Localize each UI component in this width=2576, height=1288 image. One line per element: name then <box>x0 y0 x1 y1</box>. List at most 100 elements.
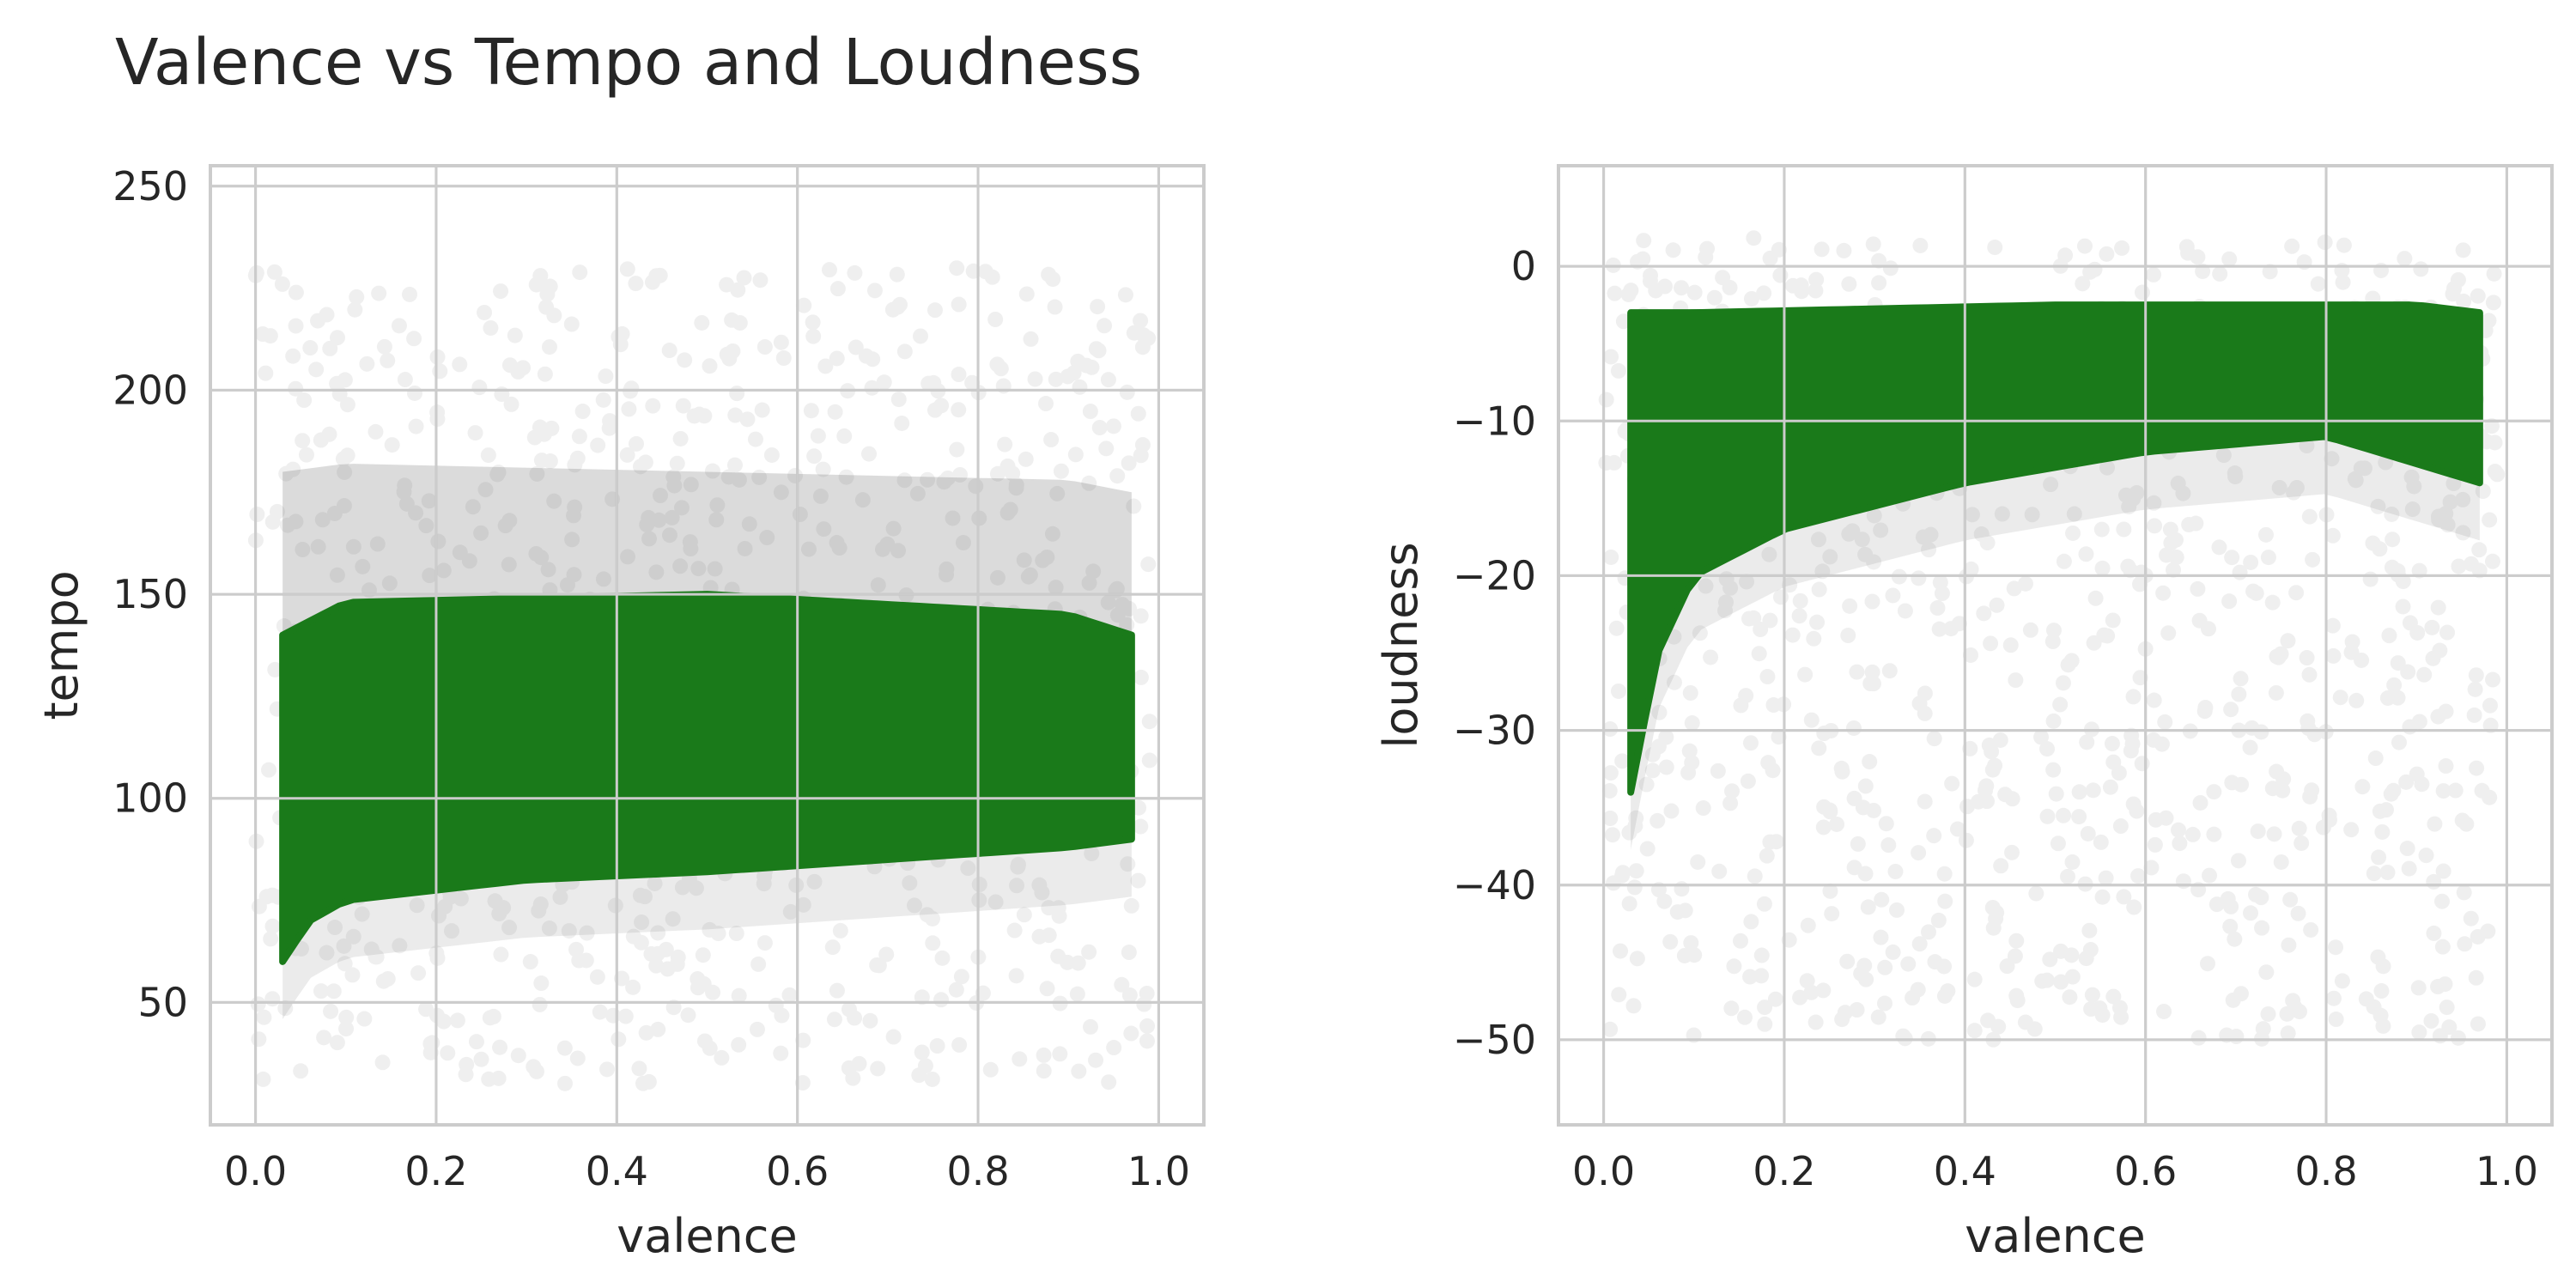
scatter-point <box>2463 910 2479 927</box>
scatter-point <box>531 902 547 919</box>
scatter-point <box>1931 621 1947 637</box>
scatter-point <box>625 979 641 995</box>
scatter-point <box>1743 914 1759 930</box>
scatter-point <box>2154 736 2170 752</box>
scatter-point <box>501 556 517 573</box>
scatter-point <box>566 567 582 583</box>
scatter-point <box>720 469 737 485</box>
scatter-point <box>896 343 913 360</box>
scatter-point <box>1123 1025 1139 1042</box>
scatter-point <box>1140 556 1157 573</box>
scatter-point <box>397 372 413 388</box>
scatter-point <box>528 276 544 293</box>
scatter-point <box>381 575 398 592</box>
scatter-point <box>1050 948 1066 964</box>
scatter-point <box>2184 826 2201 842</box>
scatter-point <box>2475 483 2491 500</box>
scatter-point <box>406 385 422 401</box>
scatter-point <box>664 509 680 526</box>
scatter-point <box>2099 246 2115 262</box>
scatter-point <box>406 331 422 347</box>
scatter-point <box>736 270 752 286</box>
scatter-point <box>951 367 967 383</box>
scatter-point <box>885 520 902 537</box>
scatter-point <box>725 343 741 359</box>
scatter-point <box>2121 499 2137 515</box>
scatter-point <box>1698 249 1714 265</box>
scatter-point <box>2130 868 2147 884</box>
scatter-point <box>2123 743 2139 759</box>
scatter-point <box>1792 592 1808 609</box>
scatter-point <box>1742 735 1759 751</box>
scatter-point <box>2180 245 2196 261</box>
scatter-point <box>1927 954 1943 970</box>
scatter-point <box>829 982 845 999</box>
scatter-point <box>1699 240 1716 257</box>
scatter-point <box>402 286 418 302</box>
scatter-point <box>806 448 823 465</box>
scatter-point <box>1121 600 1138 617</box>
scatter-point <box>2390 655 2406 671</box>
scatter-point <box>1911 696 1928 712</box>
scatter-point <box>2147 836 2163 853</box>
scatter-point <box>501 920 518 936</box>
scatter-point <box>1930 912 1947 928</box>
scatter-point <box>2159 547 2175 563</box>
plot-frame <box>209 164 1206 1127</box>
scatter-point <box>1822 549 1838 565</box>
scatter-point <box>926 374 942 391</box>
scatter-point <box>2268 684 2284 701</box>
scatter-point <box>2413 261 2429 277</box>
scatter-point <box>1045 271 1061 288</box>
scatter-point <box>2053 943 2069 959</box>
scatter-point <box>490 1070 507 1086</box>
scatter-point <box>2230 853 2246 869</box>
scatter-point <box>1963 647 1979 663</box>
scatter-point <box>288 284 304 301</box>
scatter-point <box>805 328 822 344</box>
scatter-point <box>1602 765 1619 781</box>
scatter-point <box>2146 266 2162 283</box>
scatter-point <box>329 375 345 392</box>
scatter-point <box>1684 755 1700 771</box>
scatter-point <box>376 338 392 355</box>
scatter-point <box>1012 1051 1028 1067</box>
scatter-point <box>751 469 768 485</box>
scatter-point <box>567 499 583 515</box>
scatter-point <box>2060 868 2076 884</box>
scatter-point <box>629 435 645 452</box>
scatter-point <box>1992 732 2008 748</box>
scatter-point <box>1761 546 1777 562</box>
scatter-point <box>481 1071 497 1087</box>
scatter-point <box>677 352 693 368</box>
scatter-point <box>1846 860 1862 876</box>
y-tick-label: 100 <box>112 775 188 822</box>
scatter-point <box>421 493 437 509</box>
y-tick-label: −20 <box>1453 552 1536 598</box>
scatter-point <box>2233 671 2249 687</box>
scatter-point <box>2426 873 2442 890</box>
scatter-point <box>477 304 493 320</box>
scatter-point <box>1978 793 1995 810</box>
scatter-point <box>2079 734 2095 750</box>
scatter-point <box>2056 553 2072 569</box>
scatter-point <box>2358 991 2374 1007</box>
scatter-point <box>589 969 605 985</box>
scatter-point <box>2094 1007 2111 1024</box>
scatter-point <box>2131 576 2148 592</box>
scatter-point <box>1041 927 1057 944</box>
scatter-point <box>458 1066 474 1083</box>
scatter-point <box>274 276 290 292</box>
scatter-point <box>1864 593 1880 610</box>
scatter-point <box>1133 669 1149 685</box>
scatter-point <box>1981 737 1997 753</box>
scatter-point <box>1905 990 1921 1006</box>
scatter-point <box>1610 362 1626 379</box>
scatter-point <box>2379 864 2396 880</box>
scatter-point <box>2044 634 2061 650</box>
scatter-point <box>952 466 969 483</box>
scatter-point <box>2192 794 2208 811</box>
scatter-point <box>2233 776 2250 793</box>
scatter-point <box>806 873 823 890</box>
scatter-point <box>1711 863 1728 879</box>
